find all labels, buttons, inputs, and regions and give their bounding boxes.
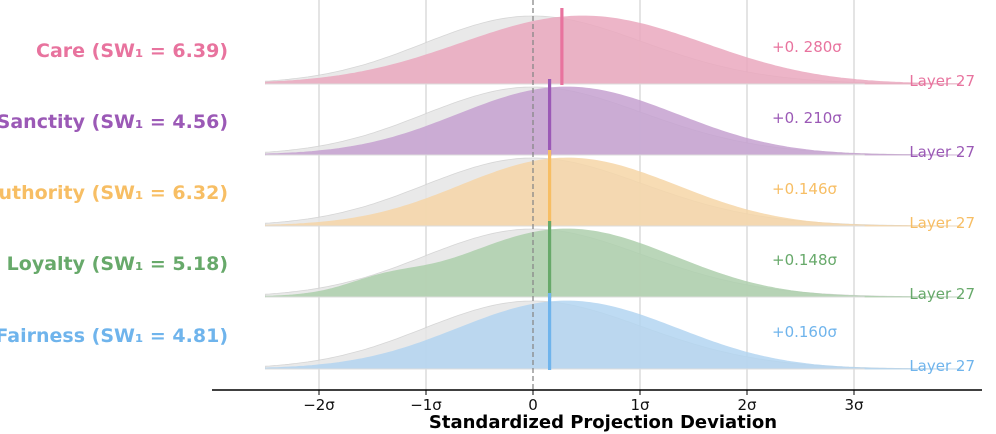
- sw-label: (SW₁ = 4.81): [92, 325, 228, 347]
- delta-label: +0.148σ: [772, 251, 838, 269]
- delta-label: +0.160σ: [772, 323, 838, 341]
- ridge-care: [265, 8, 962, 85]
- series-name: Care: [36, 40, 92, 62]
- row-label-care: Care (SW₁ = 6.39): [36, 40, 228, 62]
- x-tick-label: −2σ: [303, 396, 335, 414]
- series-density: [265, 15, 962, 85]
- series-name: Authority: [0, 182, 92, 204]
- layer-label: Layer 27: [909, 143, 975, 161]
- x-tick-label: 1σ: [630, 396, 650, 414]
- row-label-sanctity: Sanctity (SW₁ = 4.56): [0, 111, 228, 133]
- sw-label: (SW₁ = 5.18): [92, 253, 228, 275]
- series-density: [265, 86, 961, 156]
- layer-label: Layer 27: [909, 285, 975, 303]
- sw-label: (SW₁ = 4.56): [92, 111, 228, 133]
- layer-label: Layer 27: [909, 357, 975, 375]
- row-label-fairness: Fairness (SW₁ = 4.81): [0, 325, 228, 347]
- delta-label: +0. 280σ: [772, 38, 842, 56]
- x-tick-label: 0: [528, 396, 538, 414]
- delta-label: +0. 210σ: [772, 109, 842, 127]
- series-name: Loyalty: [7, 253, 92, 275]
- row-label-loyalty: Loyalty (SW₁ = 5.18): [7, 253, 228, 275]
- ridge-sanctity: [265, 79, 962, 156]
- ridge-authority: [265, 150, 962, 227]
- series-name: Fairness: [0, 325, 92, 347]
- sw-label: (SW₁ = 6.32): [92, 182, 228, 204]
- x-tick-label: −1σ: [410, 396, 442, 414]
- ridge-loyalty: [265, 221, 962, 298]
- x-tick-label: 2σ: [737, 396, 757, 414]
- x-tick-label: 3σ: [844, 396, 864, 414]
- series-density: [265, 228, 961, 298]
- series-density: [265, 157, 961, 227]
- sw-label: (SW₁ = 6.39): [92, 40, 228, 62]
- series-density: [265, 300, 961, 370]
- series-name: Sanctity: [0, 111, 92, 133]
- ridge-fairness: [265, 293, 962, 370]
- layer-label: Layer 27: [909, 214, 975, 232]
- layer-label: Layer 27: [909, 72, 975, 90]
- delta-label: +0.146σ: [772, 180, 838, 198]
- x-axis-title: Standardized Projection Deviation: [429, 412, 777, 433]
- row-label-authority: Authority (SW₁ = 6.32): [0, 182, 228, 204]
